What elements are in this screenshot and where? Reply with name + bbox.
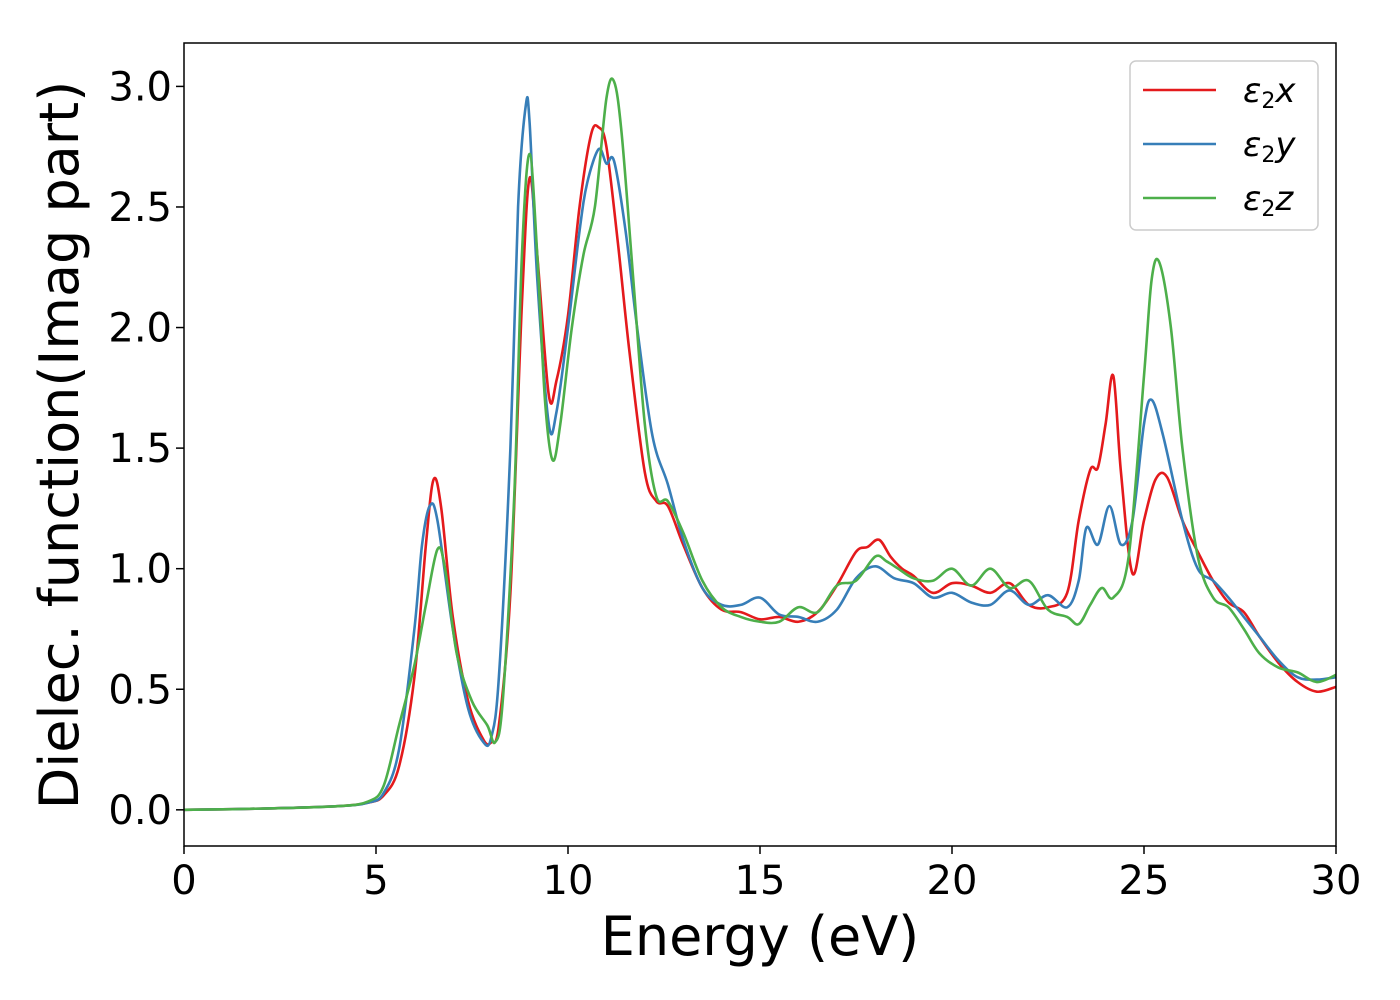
legend-label-y: ε2y [1243, 125, 1296, 168]
y-tick-label: 0.0 [108, 788, 172, 834]
y-tick-label: 1.0 [108, 547, 172, 593]
series-line-y [184, 95, 1336, 812]
x-tick-label: 25 [1119, 858, 1170, 904]
y-tick-label: 1.5 [108, 426, 172, 472]
y-axis-title: Dielec. function(Imag part) [28, 81, 91, 810]
series-line-x [184, 123, 1336, 812]
y-axis: 0.0 0.5 1.0 1.5 2.0 2.5 3.0 [108, 64, 184, 834]
x-tick-label: 20 [927, 858, 978, 904]
x-tick-label: 5 [363, 858, 388, 904]
legend-box [1129, 60, 1319, 231]
legend-label-x: ε2x [1243, 71, 1296, 114]
series-layer [184, 77, 1336, 812]
legend: ε2x ε2y ε2z [1129, 60, 1319, 231]
x-axis-title: Energy (eV) [601, 905, 920, 968]
y-tick-label: 2.0 [108, 306, 172, 352]
x-tick-label: 15 [735, 858, 786, 904]
y-tick-label: 3.0 [108, 64, 172, 110]
x-axis: 0 5 10 15 20 25 30 [171, 846, 1361, 904]
x-tick-label: 10 [543, 858, 594, 904]
x-tick-label: 0 [171, 858, 196, 904]
legend-label-z: ε2z [1243, 179, 1294, 222]
x-tick-label: 30 [1311, 858, 1362, 904]
y-tick-label: 2.5 [108, 185, 172, 231]
series-line-z [184, 77, 1336, 812]
y-tick-label: 0.5 [108, 667, 172, 713]
